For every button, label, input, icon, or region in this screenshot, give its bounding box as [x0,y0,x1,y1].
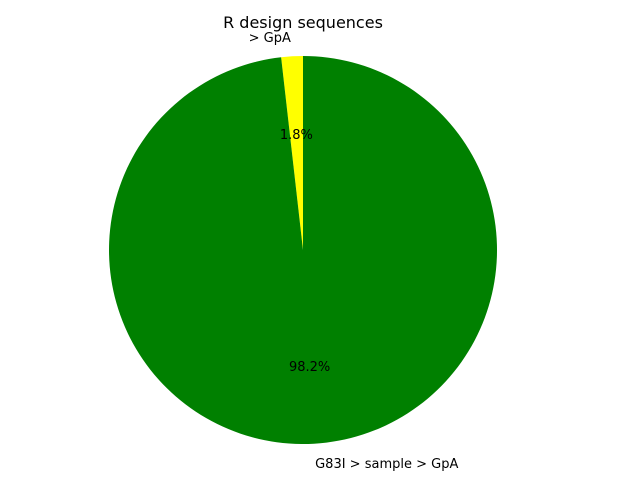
pie-slice-0 [281,56,303,250]
chart-title: R design sequences [223,13,383,32]
pie-slices [109,56,498,445]
pie-labels: > GpA 1.8% G83I > sample > GpA 98.2% [249,31,459,472]
pie-slice-percent-0: 1.8% [280,128,313,143]
pie-slice-label-0: > GpA [249,31,291,46]
pie-slice-label-1: G83I > sample > GpA [315,457,458,472]
pie-slice-percent-1: 98.2% [289,360,330,375]
pie-slice-1 [109,56,498,445]
